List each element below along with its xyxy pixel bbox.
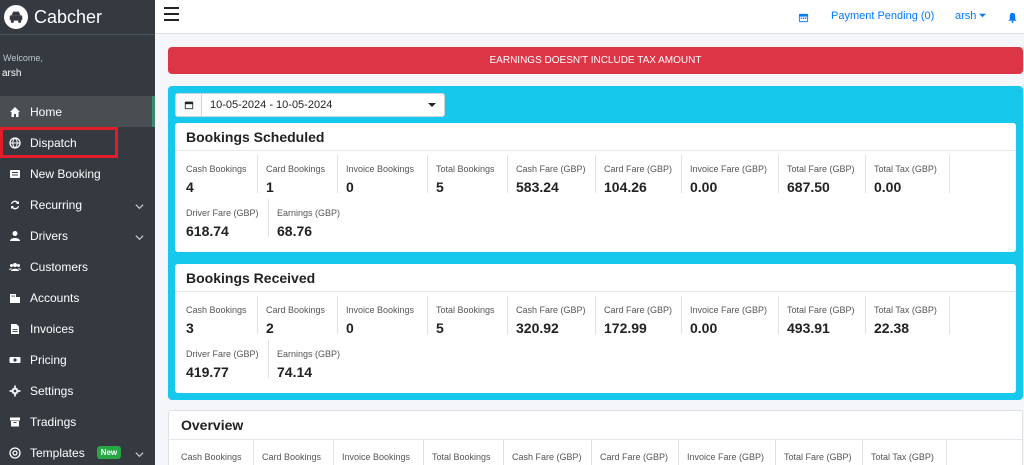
sidebar-item-customers[interactable]: Customers <box>0 251 155 282</box>
sidebar-item-label: Home <box>30 104 63 119</box>
sidebar-item-label: Drivers <box>30 228 68 243</box>
sidebar-item-label: Invoices <box>30 321 75 336</box>
sidebar-item-invoices[interactable]: Invoices <box>0 313 155 344</box>
overview-label: Card Fare (GBP) <box>600 440 679 465</box>
car-logo-icon <box>4 5 28 29</box>
overview-label: Invoice Fare (GBP) <box>687 440 776 465</box>
sidebar-item-drivers[interactable]: Drivers <box>0 220 155 251</box>
calendar-icon <box>176 94 202 116</box>
stat-total-bookings: Total Bookings 5 <box>436 155 508 195</box>
payment-pending-link[interactable]: Payment Pending (0) <box>831 10 935 22</box>
stat-card-bookings: Card Bookings 2 <box>266 296 338 336</box>
at-icon <box>8 446 21 459</box>
list-icon <box>8 167 21 180</box>
tax-alert-banner: EARNINGS DOESN'T INCLUDE TAX AMOUNT <box>168 47 1023 74</box>
new-badge: New <box>96 446 122 459</box>
stat-driver-fare: Driver Fare (GBP) 419.77 <box>186 340 269 380</box>
sidebar-item-pricing[interactable]: Pricing <box>0 344 155 375</box>
sidebar-item-templates[interactable]: Templates New <box>0 437 155 465</box>
overview-label: Total Fare (GBP) <box>784 440 863 465</box>
sidebar-item-new-booking[interactable]: New Booking <box>0 158 155 189</box>
card-title: Overview <box>169 411 1022 440</box>
gear-icon <box>8 384 21 397</box>
brand[interactable]: Cabcher <box>0 0 155 35</box>
bell-icon[interactable] <box>1007 10 1018 23</box>
stat-total-tax: Total Tax (GBP) 22.38 <box>874 296 950 336</box>
money-icon <box>8 353 21 366</box>
stat-total-tax: Total Tax (GBP) 0.00 <box>874 155 950 195</box>
overview-label: Card Bookings <box>262 440 334 465</box>
calendar-icon[interactable] <box>798 10 809 23</box>
sidebar-item-label: Recurring <box>30 197 83 212</box>
brand-name: Cabcher <box>34 6 103 27</box>
bookings-received-card: Bookings Received Cash Bookings 3 Card Bo… <box>175 264 1016 393</box>
overview-card: Overview Cash Bookings Card Bookings Inv… <box>168 410 1023 465</box>
file-icon <box>8 322 21 335</box>
user-menu-label: arsh <box>955 10 977 22</box>
sidebar-item-label: Customers <box>30 259 89 274</box>
stat-cash-bookings: Cash Bookings 4 <box>186 155 258 195</box>
stat-invoice-bookings: Invoice Bookings 0 <box>346 155 428 195</box>
sidebar-item-label: Dispatch <box>30 135 77 150</box>
welcome-text: Welcome, <box>3 53 43 63</box>
stat-invoice-fare: Invoice Fare (GBP) 0.00 <box>690 155 779 195</box>
caret-down-icon[interactable] <box>420 94 444 116</box>
stat-cash-bookings: Cash Bookings 3 <box>186 296 258 336</box>
sidebar-item-accounts[interactable]: Accounts <box>0 282 155 313</box>
sidebar-item-label: Pricing <box>30 352 67 367</box>
sidebar-item-dispatch[interactable]: Dispatch <box>0 127 118 158</box>
stat-card-fare: Card Fare (GBP) 104.26 <box>604 155 682 195</box>
card-title: Bookings Received <box>175 264 1016 292</box>
stat-invoice-bookings: Invoice Bookings 0 <box>346 296 428 336</box>
sidebar: Cabcher Welcome, arsh Home Dispatch New … <box>0 0 155 465</box>
sidebar-item-label: Templates <box>30 445 85 460</box>
sidebar-item-home[interactable]: Home <box>0 96 155 127</box>
overview-label: Invoice Bookings <box>342 440 424 465</box>
stat-invoice-fare: Invoice Fare (GBP) 0.00 <box>690 296 779 336</box>
sidebar-nav: Home Dispatch New Booking Recurring Driv… <box>0 96 155 465</box>
hamburger-menu-icon[interactable] <box>164 7 179 22</box>
overview-label: Total Tax (GBP) <box>871 440 947 465</box>
stat-cash-fare: Cash Fare (GBP) 583.24 <box>516 155 596 195</box>
sidebar-item-label: Accounts <box>30 290 80 305</box>
stat-total-bookings: Total Bookings 5 <box>436 296 508 336</box>
users-icon <box>8 260 21 273</box>
user-icon <box>8 229 21 242</box>
stat-driver-fare: Driver Fare (GBP) 618.74 <box>186 199 269 239</box>
stats-panel: 10-05-2024 - 10-05-2024 Bookings Schedul… <box>168 86 1023 400</box>
stat-card-bookings: Card Bookings 1 <box>266 155 338 195</box>
overview-label: Cash Fare (GBP) <box>512 440 592 465</box>
sidebar-item-recurring[interactable]: Recurring <box>0 189 155 220</box>
overview-label: Cash Bookings <box>181 440 254 465</box>
home-icon <box>8 105 21 118</box>
overview-label: Total Bookings <box>432 440 504 465</box>
repeat-icon <box>8 198 21 211</box>
date-range-picker[interactable]: 10-05-2024 - 10-05-2024 <box>175 93 445 117</box>
sidebar-item-label: Settings <box>30 383 74 398</box>
stat-earnings: Earnings (GBP) 74.14 <box>277 349 341 380</box>
stat-total-fare: Total Fare (GBP) 493.91 <box>787 296 866 336</box>
sidebar-item-label: Tradings <box>30 414 77 429</box>
date-range-value: 10-05-2024 - 10-05-2024 <box>210 99 333 111</box>
sidebar-item-tradings[interactable]: Tradings <box>0 406 155 437</box>
chevron-down-icon <box>135 231 144 241</box>
user-menu-dropdown[interactable]: arsh <box>955 10 987 22</box>
sidebar-item-settings[interactable]: Settings <box>0 375 155 406</box>
globe-icon <box>8 136 21 149</box>
stat-card-fare: Card Fare (GBP) 172.99 <box>604 296 682 336</box>
chevron-down-icon <box>135 200 144 210</box>
caret-down-icon <box>979 13 987 18</box>
stat-total-fare: Total Fare (GBP) 687.50 <box>787 155 866 195</box>
card-title: Bookings Scheduled <box>175 123 1016 151</box>
sidebar-item-label: New Booking <box>30 166 101 181</box>
accounts-icon <box>8 291 21 304</box>
bookings-scheduled-card: Bookings Scheduled Cash Bookings 4 Card B… <box>175 123 1016 252</box>
stat-cash-fare: Cash Fare (GBP) 320.92 <box>516 296 596 336</box>
sidebar-username: arsh <box>2 67 22 79</box>
chevron-down-icon <box>135 448 144 458</box>
top-navbar: Payment Pending (0) arsh <box>155 0 1024 34</box>
alert-text: EARNINGS DOESN'T INCLUDE TAX AMOUNT <box>489 55 702 66</box>
box-icon <box>8 415 21 428</box>
stat-earnings: Earnings (GBP) 68.76 <box>277 208 341 239</box>
